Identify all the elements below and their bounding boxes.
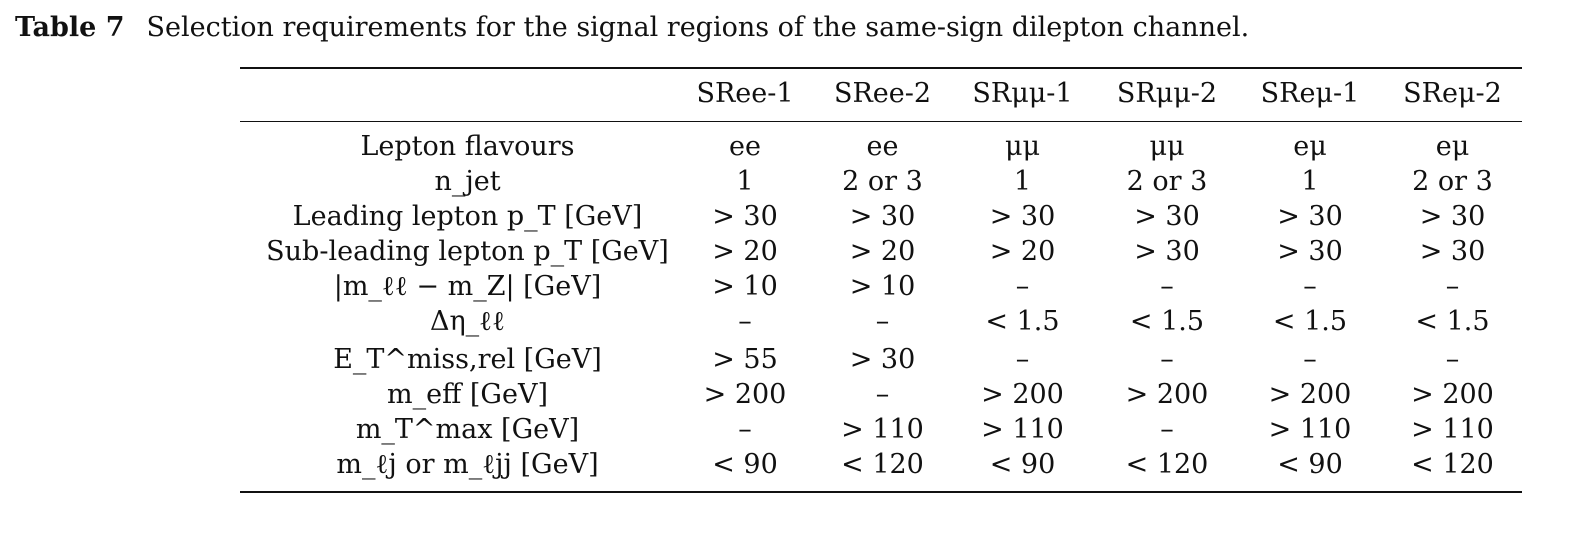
row-label: Leading lepton p_T [GeV] — [292, 201, 643, 232]
column-header-sremu-2: SReμ-2 — [1403, 78, 1502, 109]
table-cell: 1 — [1013, 166, 1032, 197]
column-header-srmumu-2: SRμμ-2 — [1116, 78, 1218, 109]
row-label: Lepton flavours — [360, 131, 575, 162]
table-cell: 2 or 3 — [1412, 166, 1493, 197]
row-label: m_eff [GeV] — [387, 379, 548, 410]
table-cell: – — [875, 306, 890, 337]
table-cell: > 10 — [849, 271, 916, 302]
table-cell: > 20 — [849, 236, 916, 267]
table-cell: > 110 — [841, 414, 924, 445]
row-label: n_jet — [434, 166, 501, 197]
table-cell: > 200 — [1268, 379, 1352, 410]
top-rule — [240, 67, 1522, 69]
table-cell: – — [1160, 271, 1174, 302]
caption-text: Selection requirements for the signal re… — [146, 12, 1250, 43]
table-cell: > 200 — [703, 379, 787, 410]
table-cell: – — [1160, 414, 1174, 445]
table-cell: eμ — [1435, 131, 1470, 162]
table-cell: > 200 — [1411, 379, 1494, 410]
row-label: Δη_ℓℓ — [429, 306, 506, 337]
table-caption: Table 7 Selection requirements for the si… — [15, 10, 1249, 46]
table-row: Δη_ℓℓ – – < 1.5 < 1.5 < 1.5 < 1.5 — [240, 305, 1522, 339]
table-cell: μμ — [1149, 131, 1185, 162]
table-cell: < 1.5 — [1415, 306, 1490, 337]
table-cell: < 120 — [841, 449, 924, 480]
table-cell: < 1.5 — [985, 306, 1060, 337]
column-header-srmumu-1: SRμμ-1 — [972, 78, 1073, 109]
table-number: Table 7 — [15, 12, 125, 43]
table-cell: > 110 — [981, 414, 1064, 445]
table-cell: 2 or 3 — [1126, 166, 1208, 197]
table-cell: < 1.5 — [1129, 306, 1205, 337]
row-label: |m_ℓℓ − m_Z| [GeV] — [333, 271, 602, 302]
table-cell: > 30 — [1277, 236, 1343, 267]
table-cell: > 30 — [849, 201, 916, 232]
table-row: n_jet 1 2 or 3 1 2 or 3 1 2 or 3 — [240, 165, 1522, 199]
table-cell: > 30 — [849, 344, 916, 375]
table-cell: < 90 — [989, 449, 1056, 480]
table-cell: – — [1445, 344, 1460, 375]
table-cell: – — [1445, 271, 1460, 302]
row-label: Sub-leading lepton p_T [GeV] — [266, 236, 669, 267]
table-row: |m_ℓℓ − m_Z| [GeV] > 10 > 10 – – – – — [240, 270, 1522, 304]
table-cell: > 200 — [1125, 379, 1209, 410]
table-cell: μμ — [1004, 131, 1041, 162]
table-cell: > 55 — [712, 344, 778, 375]
table-cell: < 1.5 — [1272, 306, 1348, 337]
table-cell: – — [1160, 344, 1174, 375]
table-cell: – — [738, 306, 752, 337]
header-row: SRee-1 SRee-2 SRμμ-1 SRμμ-2 SReμ-1 SReμ-… — [240, 77, 1522, 111]
table-cell: > 30 — [1134, 236, 1200, 267]
table-cell: – — [1015, 271, 1030, 302]
table-cell: < 120 — [1125, 449, 1209, 480]
table-cell: > 30 — [1277, 201, 1343, 232]
table-cell: > 30 — [1419, 201, 1486, 232]
table-cell: ee — [729, 131, 761, 162]
table-cell: > 30 — [1134, 201, 1200, 232]
column-header-sree-1: SRee-1 — [696, 78, 794, 109]
table-cell: ee — [866, 131, 899, 162]
table-cell: – — [1303, 271, 1317, 302]
table-cell: – — [1015, 344, 1030, 375]
table-cell: 1 — [1301, 166, 1319, 197]
table-cell: > 200 — [981, 379, 1064, 410]
table-row: m_T^max [GeV] – > 110 > 110 – > 110 > 110 — [240, 413, 1522, 447]
row-label: E_T^miss,rel [GeV] — [333, 344, 602, 375]
column-header-sremu-1: SReμ-1 — [1260, 78, 1360, 109]
row-label: m_ℓj or m_ℓjj [GeV] — [336, 449, 599, 480]
column-header-sree-2: SRee-2 — [833, 78, 932, 109]
table-row: m_eff [GeV] > 200 – > 200 > 200 > 200 > 200 — [240, 378, 1522, 412]
table-row: E_T^miss,rel [GeV] > 55 > 30 – – – – — [240, 343, 1522, 377]
table-cell: > 30 — [1419, 236, 1486, 267]
table-cell: > 110 — [1411, 414, 1494, 445]
table-row: m_ℓj or m_ℓjj [GeV] < 90 < 120 < 90 < 120 < 9… — [240, 448, 1522, 482]
table-cell: – — [738, 414, 752, 445]
table-cell: > 30 — [989, 201, 1056, 232]
table-cell: – — [875, 379, 890, 410]
table-cell: < 90 — [1277, 449, 1343, 480]
table-cell: 1 — [736, 166, 754, 197]
table-cell: > 20 — [989, 236, 1056, 267]
table-cell: > 30 — [712, 201, 778, 232]
table-cell: 2 or 3 — [842, 166, 923, 197]
table-row: Sub-leading lepton p_T [GeV] > 20 > 20 > 20… — [240, 235, 1522, 269]
table-cell: eμ — [1293, 131, 1327, 162]
table-row: Lepton flavours ee ee μμ μμ eμ eμ — [240, 130, 1522, 164]
table-cell: > 10 — [712, 271, 778, 302]
bottom-rule — [240, 491, 1522, 493]
table-cell: > 110 — [1268, 414, 1352, 445]
table-cell: – — [1303, 344, 1317, 375]
header-rule — [240, 121, 1522, 122]
table-cell: < 90 — [712, 449, 778, 480]
row-label: m_T^max [GeV] — [355, 414, 580, 445]
table-row: Leading lepton p_T [GeV] > 30 > 30 > 30 > 30… — [240, 200, 1522, 234]
table-cell: < 120 — [1411, 449, 1494, 480]
table-cell: > 20 — [712, 236, 778, 267]
